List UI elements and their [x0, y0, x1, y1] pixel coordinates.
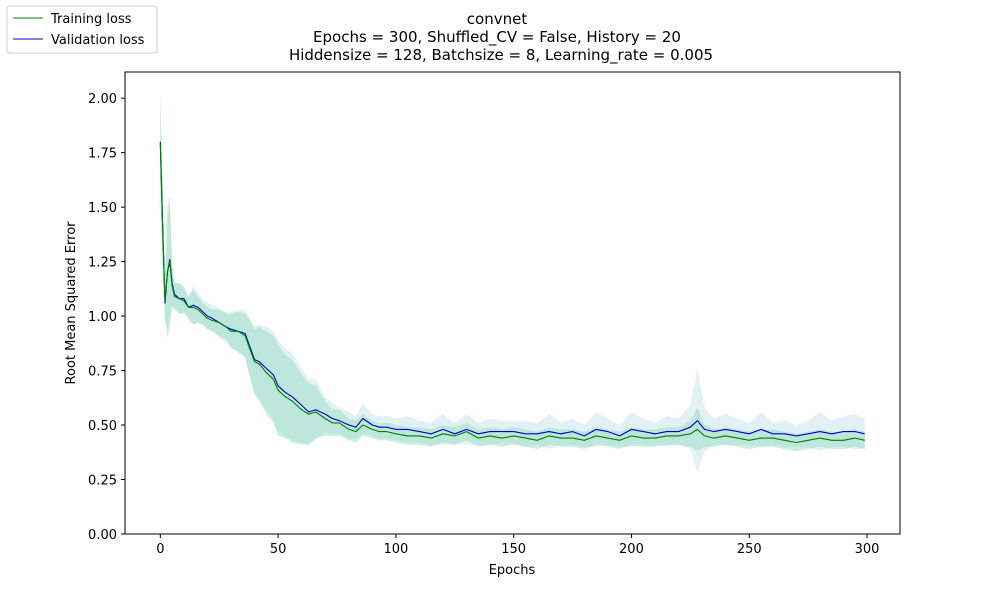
legend-training-label: Training loss	[50, 12, 132, 27]
y-tick-label: 0.25	[88, 474, 117, 489]
x-tick-label: 200	[619, 542, 644, 557]
validation-loss-line	[159, 141, 865, 437]
x-axis-ticks: 0 50 100 150 200 250 300	[156, 534, 879, 557]
y-tick-label: 2.00	[88, 92, 117, 107]
x-tick-label: 0	[156, 542, 164, 557]
chart-subtitle-line-2: Hiddensize = 128, Batchsize = 8, Learnin…	[289, 46, 713, 65]
legend-validation-label: Validation loss	[51, 33, 145, 48]
y-tick-label: 1.75	[88, 147, 117, 162]
y-tick-label: 1.50	[88, 201, 117, 216]
chart-subtitle-line-1: Epochs = 300, Shuffled_CV = False, Histo…	[313, 28, 681, 47]
y-tick-label: 0.00	[88, 528, 117, 543]
plot-frame	[124, 71, 901, 535]
y-tick-label: 1.25	[88, 256, 117, 271]
legend-box	[6, 5, 158, 54]
x-axis-label: Epochs	[489, 563, 536, 578]
x-tick-label: 150	[501, 542, 526, 557]
y-tick-label: 0.50	[88, 419, 117, 434]
y-tick-label: 1.00	[88, 310, 117, 325]
y-axis-ticks: 0.00 0.25 0.50 0.75 1.00 1.25 1.50 1.75 2.00	[88, 92, 125, 543]
x-tick-label: 50	[270, 542, 287, 557]
y-axis-label: Root Mean Squared Error	[64, 221, 79, 385]
legend: Training loss Validation loss	[6, 5, 158, 54]
chart-title: convnet	[467, 10, 528, 28]
series-lines	[159, 141, 865, 444]
x-tick-label: 300	[855, 542, 880, 557]
x-tick-label: 100	[383, 542, 408, 557]
y-tick-label: 0.75	[88, 365, 117, 380]
x-tick-label: 250	[737, 542, 762, 557]
training-loss-line	[159, 143, 865, 444]
